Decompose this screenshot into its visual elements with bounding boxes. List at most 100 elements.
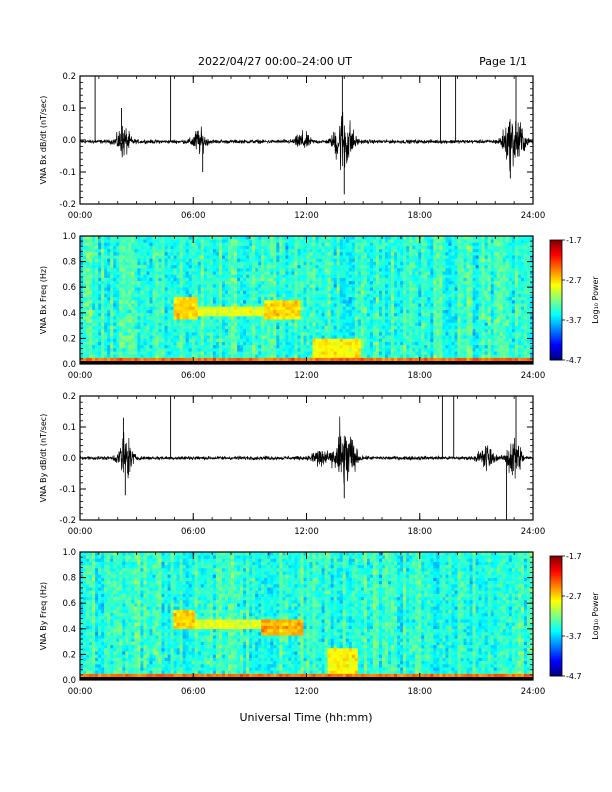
- spectrogram-cell: [261, 309, 265, 314]
- spectrogram-cell: [170, 284, 174, 288]
- spectrogram-cell: [161, 306, 165, 310]
- spectrogram-cell: [215, 248, 220, 253]
- spectrogram-cell: [424, 245, 428, 250]
- spectrogram-cell: [403, 293, 407, 298]
- spectrogram-cell: [282, 261, 286, 266]
- spectrogram-cell: [291, 274, 295, 278]
- spectrogram-cell: [378, 255, 383, 259]
- spectrogram-cell: [388, 316, 392, 320]
- spectrogram-cell: [92, 338, 96, 342]
- spectrogram-cell: [101, 258, 105, 262]
- spectrogram-cell: [158, 261, 162, 266]
- spectrogram-cell: [409, 261, 413, 266]
- spectrogram-cell: [218, 357, 223, 362]
- spectrogram-cell: [206, 338, 211, 342]
- spectrogram-cell: [285, 344, 289, 349]
- spectrogram-cell: [221, 255, 226, 259]
- spectrogram-cell: [203, 252, 208, 256]
- spectrogram-cell: [164, 341, 168, 346]
- spectrogram-cell: [149, 306, 153, 310]
- spectrogram-cell: [119, 284, 123, 288]
- spectrogram-cell: [321, 332, 325, 336]
- spectrogram-cell: [173, 258, 177, 262]
- spectrogram-cell: [354, 348, 359, 352]
- spectrogram-cell: [397, 248, 401, 253]
- spectrogram-cell: [436, 274, 440, 278]
- spectrogram-cell: [394, 236, 398, 240]
- spectrogram-cell: [167, 325, 171, 330]
- spectrogram-cell: [152, 296, 156, 301]
- spectrogram-cell: [378, 236, 383, 240]
- spectrogram-cell: [255, 328, 259, 333]
- spectrogram-cell: [430, 303, 434, 307]
- spectrogram-cell: [249, 357, 253, 362]
- spectrogram-cell: [415, 284, 419, 288]
- spectrogram-cell: [92, 287, 96, 291]
- spectrogram-cell: [185, 338, 190, 342]
- spectrogram-cell: [182, 287, 186, 291]
- spectrogram-cell: [369, 277, 374, 282]
- spectrogram-cell: [415, 239, 419, 243]
- spectrogram-cell: [182, 344, 186, 349]
- spectrogram-cell: [363, 312, 368, 317]
- spectrogram-cell: [200, 287, 205, 291]
- spectrogram-cell: [125, 328, 129, 333]
- spectrogram-cell: [391, 274, 395, 278]
- spectrogram-cell: [164, 261, 168, 266]
- spectrogram-cell: [378, 239, 383, 243]
- spectrogram-cell: [104, 252, 108, 256]
- spectrogram-cell: [279, 351, 283, 355]
- spectrogram-cell: [315, 236, 319, 240]
- spectrogram-cell: [442, 354, 446, 358]
- spectrogram-cell: [412, 312, 416, 317]
- spectrogram-cell: [409, 296, 413, 301]
- spectrogram-cell: [394, 293, 398, 298]
- spectrogram-cell: [231, 348, 235, 352]
- spectrogram-cell: [107, 293, 111, 298]
- spectrogram-cell: [369, 319, 374, 323]
- spectrogram-cell: [206, 239, 211, 243]
- spectrogram-cell: [128, 335, 132, 339]
- spectrogram-cell: [140, 309, 144, 314]
- spectrogram-cell: [385, 319, 389, 323]
- spectrogram-cell: [197, 293, 202, 298]
- spectrogram-cell: [246, 322, 250, 326]
- spectrogram-cell: [200, 332, 205, 336]
- spectrogram-cell: [128, 312, 132, 317]
- spectrogram-cell: [294, 296, 298, 301]
- spectrogram-cell: [209, 357, 214, 362]
- spectrogram-cell: [240, 309, 244, 314]
- spectrogram-cell: [134, 245, 138, 250]
- spectrogram-cell: [276, 264, 280, 269]
- spectrogram-cell: [107, 236, 111, 240]
- spectrogram-cell: [397, 242, 401, 246]
- spectrogram-cell: [158, 348, 162, 352]
- spectrogram-cell: [388, 264, 392, 269]
- spectrogram-cell: [215, 252, 220, 256]
- spectrogram-cell: [327, 287, 331, 291]
- spectrogram-cell: [80, 258, 84, 262]
- spectrogram-cell: [194, 328, 199, 333]
- spectrogram-cell: [318, 319, 322, 323]
- spectrogram-cell: [291, 296, 295, 301]
- spectrogram-cell: [433, 236, 437, 240]
- spectrogram-cell: [83, 287, 87, 291]
- spectrogram-cell: [209, 274, 214, 278]
- spectrogram-cell: [125, 271, 129, 275]
- spectrogram-cell: [327, 351, 331, 355]
- spectrogram-cell: [98, 236, 102, 240]
- spectrogram-cell: [209, 280, 214, 285]
- spectrogram-cell: [152, 290, 156, 294]
- spectrogram-cell: [412, 245, 416, 250]
- spectrogram-cell: [270, 280, 274, 285]
- spectrogram-cell: [110, 325, 114, 330]
- spectrogram-cell: [95, 325, 99, 330]
- spectrogram-cell: [227, 287, 232, 291]
- spectrogram-cell: [95, 341, 99, 346]
- spectrogram-cell: [143, 325, 147, 330]
- spectrogram-cell: [394, 316, 398, 320]
- spectrogram-cell: [134, 312, 138, 317]
- spectrogram-cell: [354, 280, 359, 285]
- spectrogram-cell: [348, 252, 353, 256]
- spectrogram-cell: [391, 290, 395, 294]
